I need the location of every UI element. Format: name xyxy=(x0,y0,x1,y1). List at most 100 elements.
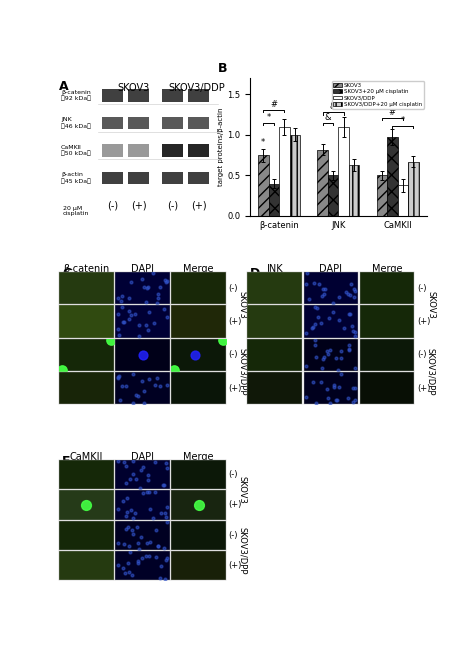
Point xyxy=(119,317,127,327)
Point xyxy=(149,268,156,278)
Point xyxy=(321,284,329,294)
Point xyxy=(153,297,161,308)
Point xyxy=(152,525,160,535)
Text: SKOV3: SKOV3 xyxy=(238,476,247,504)
Text: (+): (+) xyxy=(228,384,242,393)
Bar xyxy=(387,138,398,216)
Point xyxy=(319,354,327,364)
Point xyxy=(326,346,334,356)
Point xyxy=(120,317,128,327)
Point xyxy=(219,335,227,346)
Bar xyxy=(128,117,149,129)
Point xyxy=(144,475,152,485)
Point xyxy=(126,547,134,557)
Text: SKOV3: SKOV3 xyxy=(238,291,247,319)
Point xyxy=(122,461,129,471)
Point xyxy=(146,551,153,561)
Point xyxy=(164,516,171,527)
Point xyxy=(114,323,122,334)
Text: DAPI: DAPI xyxy=(131,264,154,274)
Point xyxy=(335,314,343,325)
Point xyxy=(352,286,359,297)
Point xyxy=(126,293,133,303)
Legend: SKOV3, SKOV3+20 μM cisplatin, SKOV3/DDP, SKOV3/DDP+20 μM cisplatin: SKOV3, SKOV3+20 μM cisplatin, SKOV3/DDP,… xyxy=(332,81,424,108)
Point xyxy=(114,456,122,466)
Point xyxy=(308,323,316,333)
Text: (+): (+) xyxy=(191,200,207,210)
Point xyxy=(323,383,331,394)
Point xyxy=(330,382,338,393)
Text: SKOV3/DPP: SKOV3/DPP xyxy=(238,348,247,395)
Point xyxy=(329,297,337,308)
Point xyxy=(145,307,152,318)
Point xyxy=(350,284,358,295)
Point xyxy=(320,288,328,299)
Point xyxy=(156,381,164,392)
Point xyxy=(145,469,152,480)
Point xyxy=(326,398,334,408)
Text: #: # xyxy=(389,108,396,117)
Point xyxy=(118,291,125,301)
Point xyxy=(162,458,170,468)
Point xyxy=(344,288,352,299)
Point xyxy=(136,482,144,493)
Point xyxy=(134,391,141,401)
Point xyxy=(124,493,131,503)
Text: CaMKⅡ
（50 kDa）: CaMKⅡ （50 kDa） xyxy=(61,145,91,156)
Point xyxy=(134,538,142,548)
Point xyxy=(132,390,139,400)
Point xyxy=(114,373,122,383)
Point xyxy=(122,524,130,534)
Text: D: D xyxy=(250,267,260,280)
Bar xyxy=(128,172,149,185)
Point xyxy=(144,282,152,293)
Point xyxy=(117,394,124,405)
Text: Merge: Merge xyxy=(372,264,402,274)
Point xyxy=(154,293,162,304)
Point xyxy=(163,512,170,522)
Point xyxy=(117,295,124,306)
Point xyxy=(352,395,359,406)
Point xyxy=(135,331,142,342)
Text: E: E xyxy=(62,455,71,468)
Text: (-): (-) xyxy=(228,470,238,479)
Point xyxy=(153,373,161,383)
Point xyxy=(332,395,339,406)
Point xyxy=(335,292,343,303)
Point xyxy=(151,379,159,390)
Point xyxy=(347,278,355,289)
Point xyxy=(134,557,142,568)
Bar xyxy=(188,117,210,129)
Point xyxy=(134,522,141,532)
Bar xyxy=(188,172,210,185)
Text: (-): (-) xyxy=(167,200,178,210)
Point xyxy=(114,309,122,319)
Point xyxy=(139,349,146,360)
Point xyxy=(129,529,137,539)
Point xyxy=(122,381,130,391)
Point xyxy=(119,496,127,506)
Point xyxy=(318,377,325,387)
Point xyxy=(311,319,319,329)
Point xyxy=(163,276,170,287)
Point xyxy=(156,282,164,292)
Text: (-): (-) xyxy=(228,350,238,359)
Bar xyxy=(128,144,149,156)
Text: (-): (-) xyxy=(228,284,238,293)
Point xyxy=(318,318,325,328)
Point xyxy=(160,479,168,490)
Point xyxy=(349,397,357,408)
Point xyxy=(162,574,169,584)
Bar xyxy=(162,117,183,129)
Point xyxy=(158,508,165,518)
Bar xyxy=(258,155,268,216)
Point xyxy=(337,353,345,363)
Point xyxy=(164,275,171,286)
Point xyxy=(164,553,171,563)
Point xyxy=(346,309,354,319)
Point xyxy=(140,386,148,396)
Point xyxy=(138,376,146,386)
Text: &: & xyxy=(330,102,336,111)
Point xyxy=(349,383,357,393)
Point xyxy=(325,349,332,359)
